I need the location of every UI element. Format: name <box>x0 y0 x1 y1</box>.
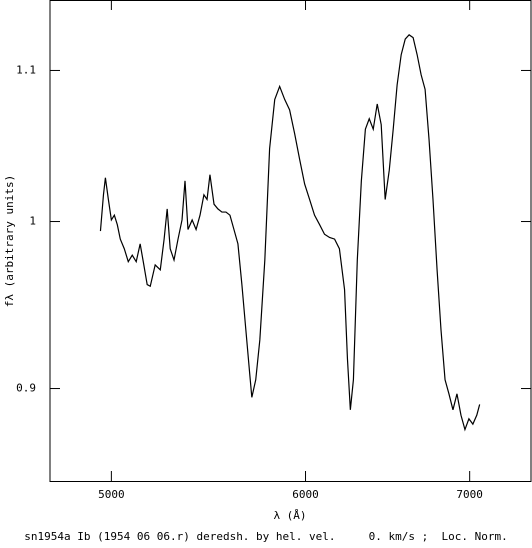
plot-frame <box>49 0 532 482</box>
y-tick-label: 1.1 <box>16 63 36 76</box>
caption: sn1954a Ib (1954 06 06.r) deredsh. by he… <box>24 530 507 543</box>
x-tick-label: 7000 <box>456 488 483 501</box>
y-axis-label: fλ (arbitrary units) <box>3 175 16 307</box>
x-tick-label: 6000 <box>292 488 319 501</box>
x-tick-label: 5000 <box>98 488 125 501</box>
y-tick-label: 0.9 <box>16 382 36 395</box>
spectrum-line <box>99 34 481 432</box>
y-tick-label: 1 <box>29 215 36 228</box>
x-axis-label: λ (Å) <box>273 509 306 522</box>
